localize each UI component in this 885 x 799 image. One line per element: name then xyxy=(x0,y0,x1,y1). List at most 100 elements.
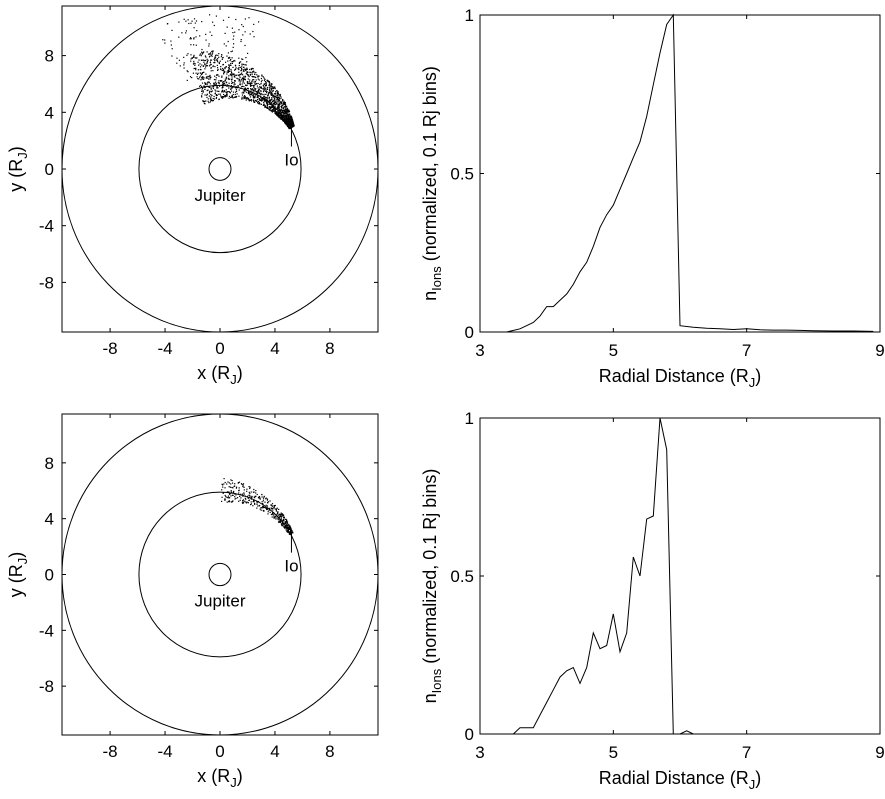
ion-density-line xyxy=(506,417,694,735)
particle-point xyxy=(266,88,268,90)
y-tick-label: 0 xyxy=(465,725,474,744)
particle-point xyxy=(246,97,248,99)
particle-point xyxy=(223,73,225,75)
particle-point xyxy=(249,486,251,488)
particle-point xyxy=(208,81,210,83)
particle-point xyxy=(277,511,279,513)
particle-point xyxy=(235,89,237,91)
particle-point xyxy=(288,110,290,112)
particle-point xyxy=(278,520,280,522)
particle-point xyxy=(252,68,254,70)
particle-point xyxy=(195,67,197,69)
particle-point xyxy=(248,98,250,100)
particle-point xyxy=(200,84,202,87)
particle-point xyxy=(254,73,256,75)
particle-point xyxy=(201,78,203,80)
particle-point xyxy=(271,91,273,93)
particle-point xyxy=(204,83,206,86)
particle-point xyxy=(227,40,229,43)
particle-point xyxy=(178,36,180,38)
particle-point xyxy=(244,91,246,93)
particle-point xyxy=(214,75,216,77)
particle-point xyxy=(251,92,253,94)
particle-point xyxy=(276,518,278,520)
particle-point xyxy=(222,56,224,59)
particle-point xyxy=(206,84,208,86)
particle-point xyxy=(284,522,286,524)
particle-point xyxy=(291,531,293,533)
particle-point xyxy=(268,509,270,511)
particle-point xyxy=(284,527,286,529)
particle-point xyxy=(243,489,245,491)
particle-point xyxy=(230,85,232,87)
particle-point xyxy=(221,87,223,89)
particle-point xyxy=(286,519,288,521)
particle-point xyxy=(277,111,279,113)
particle-point xyxy=(279,516,281,518)
particle-point xyxy=(244,18,246,20)
x-axis-label-sub: J xyxy=(230,372,237,387)
particle-point xyxy=(241,483,243,486)
particle-point xyxy=(246,84,248,86)
particle-point xyxy=(197,69,199,71)
particle-point xyxy=(202,76,204,78)
particle-point xyxy=(242,502,244,504)
particle-point xyxy=(228,56,231,58)
particle-point xyxy=(228,500,230,502)
axes-frame xyxy=(61,413,379,736)
particle-point xyxy=(193,62,195,64)
particle-point xyxy=(228,486,230,488)
particle-point xyxy=(251,67,253,69)
particle-point xyxy=(280,512,282,514)
particle-point xyxy=(233,84,235,86)
particle-point xyxy=(232,482,234,484)
particle-point xyxy=(202,100,204,102)
particle-point xyxy=(228,70,230,72)
particle-point xyxy=(278,113,280,115)
particle-point xyxy=(224,78,226,80)
particle-point xyxy=(249,96,252,98)
particle-point xyxy=(242,495,244,497)
particle-point xyxy=(276,103,278,105)
particle-point xyxy=(282,521,284,523)
particle-point xyxy=(217,69,219,71)
particle-point xyxy=(238,57,240,59)
particle-point xyxy=(258,100,260,103)
particle-point xyxy=(273,100,275,102)
x-tick-label: 3 xyxy=(475,743,484,762)
particle-point xyxy=(206,96,208,98)
particle-point xyxy=(270,85,272,87)
particle-point xyxy=(213,24,215,27)
particle-point xyxy=(213,95,215,98)
particle-point xyxy=(252,501,254,503)
particle-point xyxy=(190,58,192,60)
particle-point xyxy=(254,88,256,91)
particle-point xyxy=(250,84,252,87)
particle-point xyxy=(206,58,208,60)
particle-point xyxy=(238,487,240,489)
particle-point xyxy=(282,120,284,122)
particle-point xyxy=(248,499,250,502)
particle-point xyxy=(206,62,208,65)
particle-point xyxy=(230,495,232,497)
particle-point xyxy=(244,75,247,77)
particle-point xyxy=(249,487,251,489)
particle-point xyxy=(244,68,246,70)
particle-point xyxy=(235,67,237,69)
particle-point xyxy=(291,530,293,533)
particle-point xyxy=(280,521,282,523)
particle-point xyxy=(280,116,282,118)
particle-point xyxy=(200,72,202,74)
particle-point xyxy=(205,66,207,68)
particle-point xyxy=(227,71,229,73)
y-tick-label: 8 xyxy=(45,47,54,66)
particle-point xyxy=(288,110,290,112)
particle-point xyxy=(215,55,217,57)
particle-point xyxy=(265,93,267,95)
particle-point xyxy=(238,61,241,63)
particle-point xyxy=(236,95,238,98)
particle-point xyxy=(278,508,280,510)
particle-point xyxy=(269,511,271,513)
particle-point xyxy=(279,93,281,96)
particle-point xyxy=(261,507,263,509)
